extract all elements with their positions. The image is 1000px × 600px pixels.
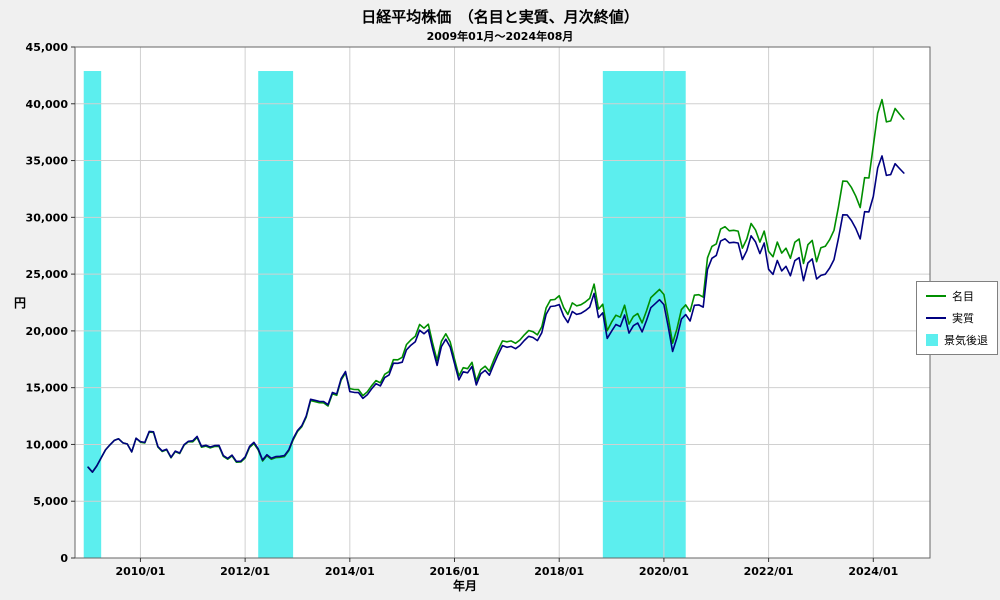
recession-band: [602, 71, 686, 558]
nominal-line-swatch: [926, 295, 946, 297]
plot-background: [75, 47, 930, 558]
y-tick-label: 25,000: [26, 268, 69, 281]
legend-label-recession: 景気後退: [944, 334, 988, 347]
legend-item-nominal: 名目: [926, 288, 988, 304]
x-tick-label: 2020/01: [639, 565, 689, 578]
recession-swatch: [926, 334, 938, 346]
x-tick-label: 2018/01: [534, 565, 584, 578]
y-tick-label: 40,000: [26, 98, 69, 111]
legend-item-real: 実質: [926, 310, 988, 326]
recession-band: [83, 71, 102, 558]
x-tick-label: 2024/01: [848, 565, 898, 578]
x-tick-label: 2022/01: [744, 565, 794, 578]
x-tick-label: 2012/01: [220, 565, 270, 578]
x-tick-label: 2010/01: [115, 565, 165, 578]
x-tick-label: 2016/01: [430, 565, 480, 578]
legend-item-recession: 景気後退: [926, 332, 988, 348]
chart-title: 日経平均株価 （名目と実質、月次終値）: [361, 8, 639, 26]
legend: 名目 実質 景気後退: [916, 281, 998, 355]
y-tick-label: 20,000: [26, 325, 69, 338]
y-tick-label: 10,000: [26, 438, 69, 451]
x-axis-label: 年月: [452, 579, 477, 593]
x-tick-label: 2014/01: [325, 565, 375, 578]
y-tick-label: 15,000: [26, 382, 69, 395]
real-line-swatch: [926, 317, 946, 319]
y-tick-label: 5,000: [33, 495, 68, 508]
recession-band: [258, 71, 294, 558]
chart-subtitle: 2009年01月～2024年08月: [426, 30, 574, 43]
y-axis-label: 円: [14, 296, 27, 310]
legend-label-nominal: 名目: [952, 290, 974, 303]
real-line: [87, 155, 905, 473]
legend-label-real: 実質: [952, 312, 974, 325]
y-tick-label: 0: [60, 552, 68, 565]
y-tick-label: 30,000: [26, 211, 69, 224]
y-tick-label: 35,000: [26, 155, 69, 168]
y-tick-label: 45,000: [26, 41, 69, 54]
